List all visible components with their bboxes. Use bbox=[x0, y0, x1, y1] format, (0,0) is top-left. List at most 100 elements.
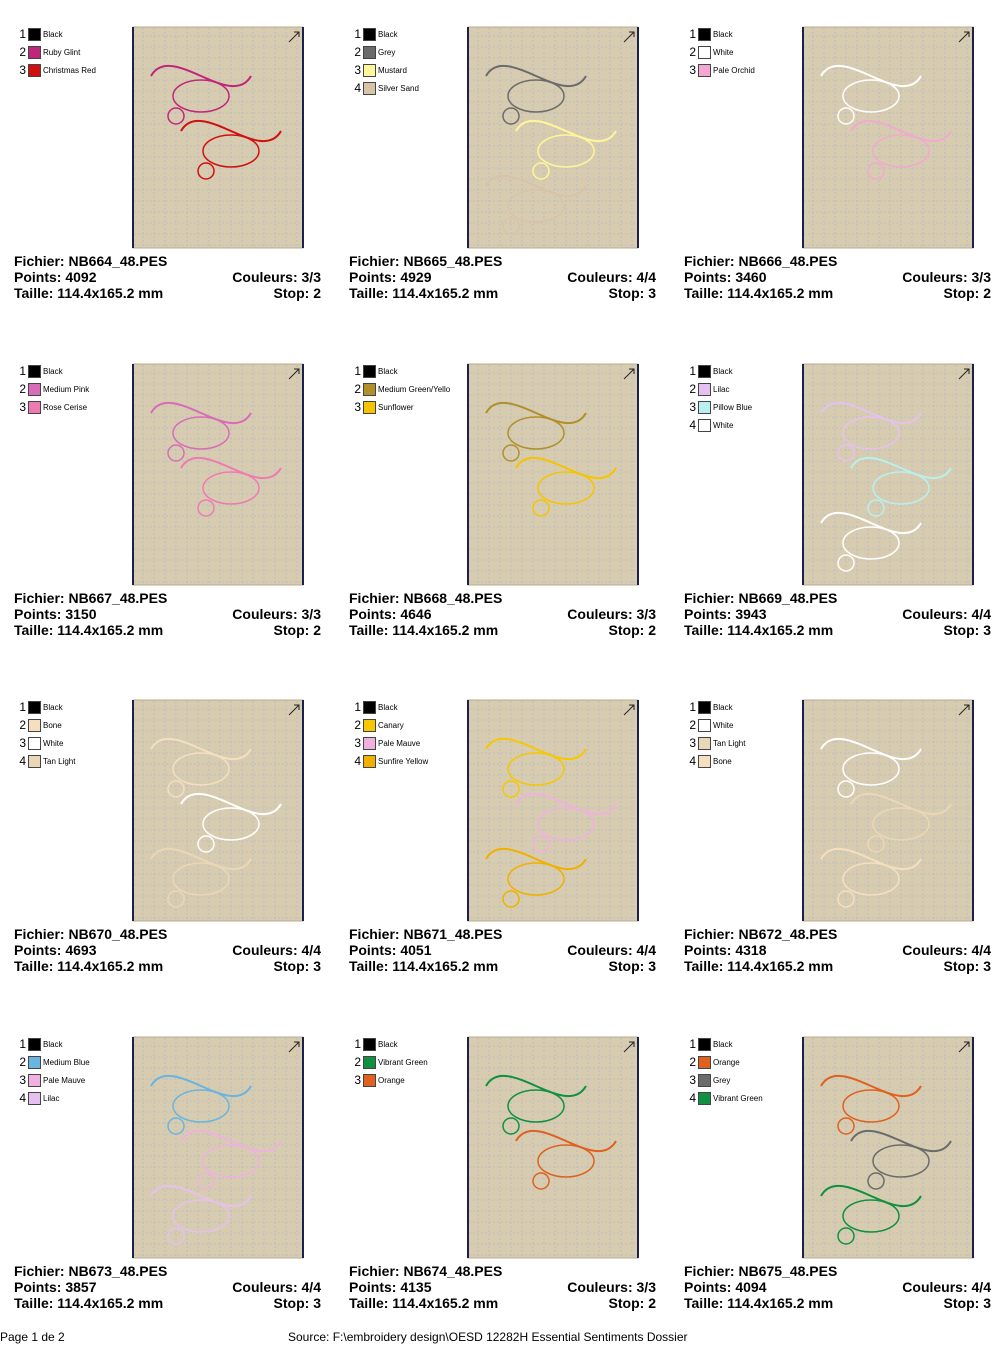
thread-swatch bbox=[28, 64, 41, 77]
thread-swatch bbox=[363, 701, 376, 715]
color-count: Couleurs: 4/4 bbox=[567, 942, 656, 959]
thread-name: Vibrant Green bbox=[713, 1094, 763, 1104]
design-preview bbox=[467, 1036, 639, 1259]
file-name: Fichier: NB671_48.PES bbox=[349, 926, 503, 943]
thread-number: 3 bbox=[19, 736, 26, 751]
thread-swatch bbox=[363, 1038, 376, 1052]
color-count: Couleurs: 3/3 bbox=[902, 269, 991, 285]
thread-name: White bbox=[713, 420, 734, 430]
file-name: Fichier: NB672_48.PES bbox=[684, 926, 838, 943]
thread-name: Tan Light bbox=[43, 757, 76, 767]
stitch-count: Points: 3460 bbox=[684, 269, 767, 285]
thread-name: Medium Blue bbox=[43, 1058, 90, 1068]
stop-count: Stop: 3 bbox=[943, 958, 991, 975]
file-name: Fichier: NB673_48.PES bbox=[14, 1263, 168, 1280]
thread-swatch bbox=[698, 1074, 711, 1088]
thread-number: 1 bbox=[19, 1037, 26, 1052]
thread-name: White bbox=[713, 721, 734, 731]
thread-name: Christmas Red bbox=[43, 66, 96, 75]
thread-name: Tan Light bbox=[713, 739, 746, 749]
thread-swatch bbox=[363, 719, 376, 733]
thread-swatch bbox=[28, 1074, 41, 1088]
color-count: Couleurs: 4/4 bbox=[232, 1279, 321, 1296]
thread-swatch bbox=[363, 737, 376, 751]
thread-number: 3 bbox=[19, 1073, 26, 1088]
thread-number: 4 bbox=[19, 1091, 26, 1106]
thread-number: 3 bbox=[354, 736, 361, 751]
file-name: Fichier: NB675_48.PES bbox=[684, 1263, 838, 1280]
design-preview bbox=[132, 363, 304, 586]
thread-number: 1 bbox=[689, 363, 696, 378]
design-size: Taille: 114.4x165.2 mm bbox=[14, 285, 164, 301]
design-preview bbox=[132, 26, 304, 249]
thread-number: 4 bbox=[19, 754, 26, 769]
thread-name: Pale Orchid bbox=[713, 66, 755, 75]
thread-swatch bbox=[698, 719, 711, 733]
thread-name: Pale Mauve bbox=[43, 1076, 86, 1086]
thread-name: Pale Mauve bbox=[378, 739, 421, 749]
thread-name: Ruby Glint bbox=[43, 48, 81, 57]
thread-name: Sunfire Yellow bbox=[378, 757, 429, 767]
thread-number: 4 bbox=[689, 754, 696, 769]
design-preview bbox=[802, 699, 974, 922]
thread-swatch bbox=[28, 28, 41, 41]
thread-name: Silver Sand bbox=[378, 84, 419, 93]
thread-swatch bbox=[363, 1056, 376, 1070]
stitch-count: Points: 4646 bbox=[349, 605, 432, 622]
thread-number: 3 bbox=[689, 1073, 696, 1088]
stitch-count: Points: 4094 bbox=[684, 1279, 767, 1296]
thread-swatch bbox=[698, 701, 711, 715]
thread-number: 3 bbox=[19, 399, 26, 414]
design-size: Taille: 114.4x165.2 mm bbox=[14, 621, 164, 638]
file-name: Fichier: NB664_48.PES bbox=[14, 253, 168, 269]
thread-number: 2 bbox=[19, 718, 26, 733]
stitch-count: Points: 3857 bbox=[14, 1279, 97, 1296]
stitch-count: Points: 4318 bbox=[684, 942, 767, 959]
file-name: Fichier: NB665_48.PES bbox=[349, 253, 503, 269]
thread-name: Canary bbox=[378, 721, 404, 731]
thread-name: Black bbox=[378, 703, 398, 713]
stitch-count: Points: 3943 bbox=[684, 605, 767, 622]
thread-name: Lilac bbox=[43, 1094, 60, 1104]
thread-number: 4 bbox=[689, 417, 696, 432]
thread-name: Black bbox=[43, 703, 63, 713]
color-count: Couleurs: 4/4 bbox=[232, 942, 321, 959]
thread-number: 2 bbox=[354, 381, 361, 396]
thread-number: 1 bbox=[354, 27, 361, 41]
stop-count: Stop: 3 bbox=[608, 958, 656, 975]
thread-swatch bbox=[363, 64, 376, 77]
stitch-count: Points: 4929 bbox=[349, 269, 432, 285]
thread-swatch bbox=[698, 382, 711, 396]
design-preview bbox=[802, 1036, 974, 1259]
thread-name: Pillow Blue bbox=[713, 402, 753, 412]
design-size: Taille: 114.4x165.2 mm bbox=[14, 1295, 164, 1312]
stop-count: Stop: 2 bbox=[943, 285, 991, 301]
thread-number: 2 bbox=[354, 1055, 361, 1070]
thread-number: 3 bbox=[354, 1073, 361, 1088]
design-size: Taille: 114.4x165.2 mm bbox=[349, 621, 499, 638]
stop-count: Stop: 3 bbox=[943, 621, 991, 638]
thread-number: 4 bbox=[354, 81, 361, 95]
thread-number: 3 bbox=[19, 63, 26, 77]
design-size: Taille: 114.4x165.2 mm bbox=[349, 285, 499, 301]
stitch-count: Points: 4051 bbox=[349, 942, 432, 959]
color-count: Couleurs: 4/4 bbox=[902, 1279, 991, 1296]
design-size: Taille: 114.4x165.2 mm bbox=[349, 958, 499, 975]
thread-swatch bbox=[363, 364, 376, 378]
thread-number: 3 bbox=[689, 736, 696, 751]
color-count: Couleurs: 4/4 bbox=[902, 605, 991, 622]
stop-count: Stop: 2 bbox=[608, 621, 656, 638]
thread-number: 1 bbox=[19, 27, 26, 41]
thread-name: Grey bbox=[378, 48, 396, 57]
thread-name: Black bbox=[378, 366, 398, 376]
stop-count: Stop: 2 bbox=[273, 621, 321, 638]
thread-name: Black bbox=[43, 366, 63, 376]
thread-number: 3 bbox=[689, 63, 696, 77]
thread-name: Lilac bbox=[713, 384, 730, 394]
thread-swatch bbox=[28, 46, 41, 59]
thread-name: Rose Cerise bbox=[43, 402, 88, 412]
thread-number: 2 bbox=[19, 45, 26, 59]
thread-swatch bbox=[698, 364, 711, 378]
thread-swatch bbox=[363, 82, 376, 95]
thread-swatch bbox=[28, 701, 41, 715]
